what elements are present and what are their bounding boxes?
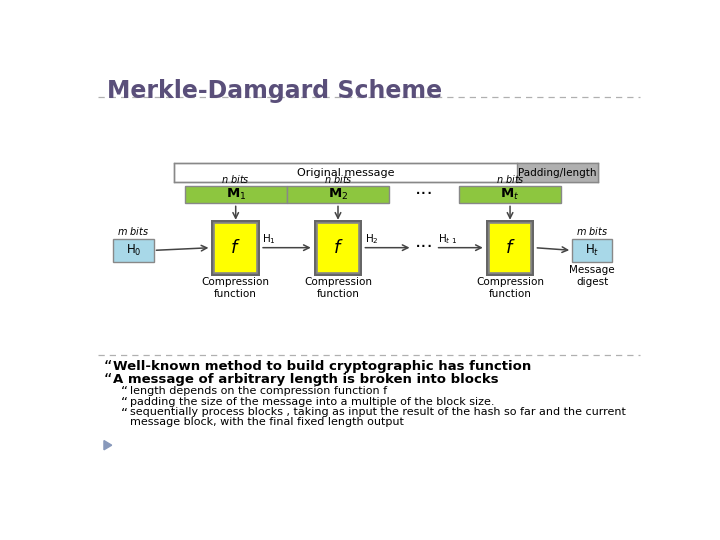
Bar <box>572 239 612 262</box>
Text: $f$: $f$ <box>505 239 516 256</box>
Text: Message
digest: Message digest <box>570 265 615 287</box>
Bar <box>184 186 287 204</box>
Text: M$_t$: M$_t$ <box>500 187 520 202</box>
Text: Well-known method to build cryptographic has function: Well-known method to build cryptographic… <box>113 360 531 373</box>
Text: M$_2$: M$_2$ <box>328 187 348 202</box>
Text: H$_{t\ 1}$: H$_{t\ 1}$ <box>438 232 457 246</box>
Text: A message of arbitrary length is broken into blocks: A message of arbitrary length is broken … <box>113 373 499 386</box>
Text: “: “ <box>121 385 128 399</box>
Text: Merkle-Damgard Scheme: Merkle-Damgard Scheme <box>107 79 442 103</box>
Bar <box>113 239 153 262</box>
Text: H$_1$: H$_1$ <box>262 232 276 246</box>
Text: H$_t$: H$_t$ <box>585 243 600 258</box>
Text: Compression
function: Compression function <box>304 278 372 299</box>
Bar <box>215 222 257 273</box>
Polygon shape <box>104 441 112 450</box>
Text: “: “ <box>121 396 128 410</box>
Text: padding the size of the message into a multiple of the block size.: padding the size of the message into a m… <box>130 397 495 407</box>
Text: $n$ bits: $n$ bits <box>323 173 352 185</box>
Text: $m$ bits: $m$ bits <box>576 225 608 237</box>
Text: $f$: $f$ <box>230 239 241 256</box>
Bar <box>485 220 534 276</box>
Text: $n$ bits: $n$ bits <box>221 173 250 185</box>
Bar <box>211 220 260 276</box>
Bar <box>174 164 598 182</box>
Text: H$_0$: H$_0$ <box>125 243 141 258</box>
Bar <box>459 186 561 204</box>
Text: Compression
function: Compression function <box>476 278 544 299</box>
Bar <box>287 186 389 204</box>
Text: sequentially process blocks , taking as input the result of the hash so far and : sequentially process blocks , taking as … <box>130 408 626 417</box>
Text: $f$: $f$ <box>333 239 343 256</box>
Text: “: “ <box>104 372 112 390</box>
Text: ···: ··· <box>415 185 433 205</box>
Text: “: “ <box>121 407 128 421</box>
Bar <box>517 164 598 182</box>
Text: $m$ bits: $m$ bits <box>117 225 150 237</box>
Text: length depends on the compression function f: length depends on the compression functi… <box>130 386 387 396</box>
Bar <box>489 222 531 273</box>
Text: Compression
function: Compression function <box>202 278 270 299</box>
Text: Original message: Original message <box>297 167 394 178</box>
Text: message block, with the final fixed length output: message block, with the final fixed leng… <box>130 417 404 428</box>
Text: H$_2$: H$_2$ <box>365 232 379 246</box>
Text: Padding/length: Padding/length <box>518 167 597 178</box>
Text: ···: ··· <box>415 238 433 257</box>
Text: M$_1$: M$_1$ <box>225 187 246 202</box>
Bar <box>317 222 359 273</box>
Text: $n$ bits: $n$ bits <box>495 173 524 185</box>
Bar <box>314 220 362 276</box>
Text: “: “ <box>104 359 112 377</box>
